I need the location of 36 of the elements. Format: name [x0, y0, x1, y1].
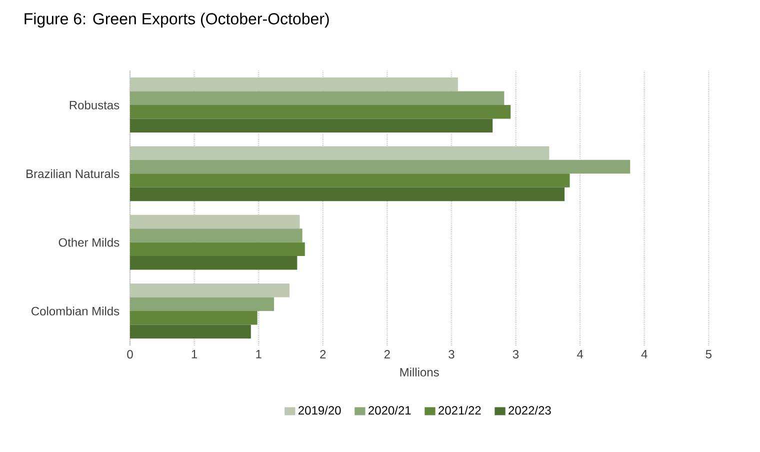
- x-tick-label: 2: [384, 350, 390, 358]
- chart-title: Figure 6: Green Exports (October-October): [24, 12, 329, 28]
- legend-label: 2019/20: [298, 406, 341, 415]
- bar: [130, 146, 550, 160]
- x-tick-label: 3: [512, 350, 519, 359]
- bar: [130, 242, 305, 256]
- bar: [130, 187, 565, 202]
- x-tick-label: 3: [448, 350, 454, 359]
- bar: [130, 256, 298, 270]
- bar: [130, 284, 290, 298]
- y-tick-label: Other Milds: [58, 238, 120, 247]
- x-tick-label: 1: [192, 350, 198, 358]
- x-axis-title: Millions: [400, 368, 439, 377]
- bar: [130, 297, 274, 311]
- x-tick-label: 4: [641, 350, 648, 358]
- legend-label: 2020/21: [368, 406, 411, 415]
- x-tick-label: 4: [577, 350, 584, 358]
- bar: [130, 228, 302, 242]
- bar: [130, 310, 258, 325]
- y-tick-label: Colombian Milds: [32, 306, 120, 316]
- y-tick-label: Brazilian Naturals: [26, 169, 120, 178]
- bar: [130, 214, 300, 229]
- bar: [130, 118, 493, 132]
- x-tick-label: 1: [256, 350, 262, 358]
- x-tick-label: 2: [320, 350, 326, 358]
- bar: [130, 104, 511, 119]
- legend-label: 2021/22: [438, 406, 481, 415]
- x-tick-label: 5: [706, 350, 712, 358]
- bar: [130, 174, 570, 188]
- bar: [130, 78, 458, 92]
- y-tick-label: Robustas: [70, 100, 120, 110]
- x-tick-label: 0: [127, 350, 133, 359]
- bar: [130, 160, 630, 174]
- bar: [130, 91, 504, 105]
- bar: [130, 324, 251, 338]
- legend-label: 2022/23: [508, 406, 551, 415]
